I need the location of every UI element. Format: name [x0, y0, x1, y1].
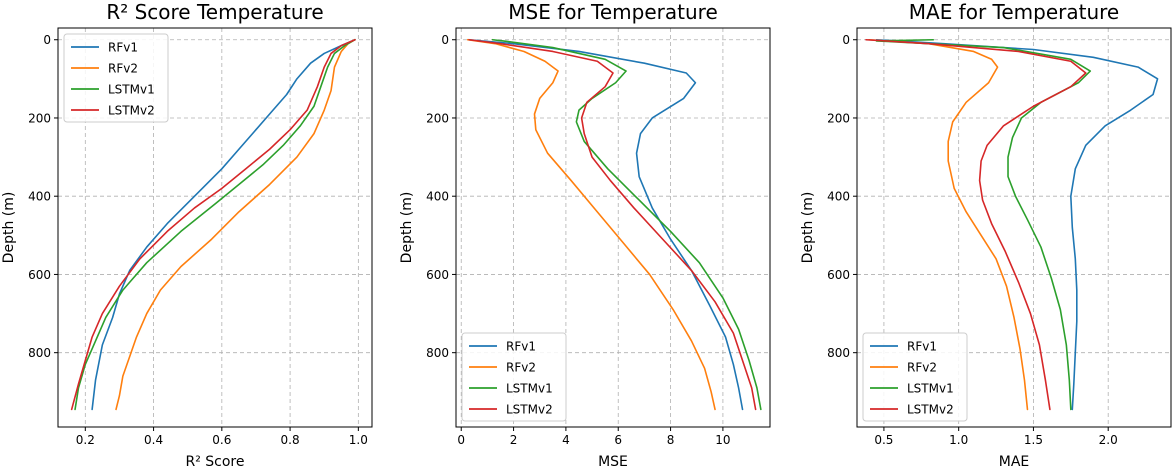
- y-tick-label: 400: [426, 190, 449, 204]
- legend: RFv1 RFv2 LSTMv1 LSTMv2: [63, 33, 169, 123]
- x-tick-label: 0.4: [144, 433, 163, 447]
- y-tick-label: 400: [28, 190, 51, 204]
- chart-panel-2: 0 2 4 6 8 10 0 200 400 600 800 MSE for Temperature M…: [399, 0, 771, 467]
- legend-label-rfv2: RFv2: [506, 361, 536, 375]
- x-tick-label: 6: [614, 433, 622, 447]
- series-line-rfv2: [115, 38, 356, 411]
- y-tick-label: 0: [43, 33, 51, 47]
- series-line-lstmv2: [468, 38, 757, 411]
- x-axis-label: MAE: [999, 454, 1030, 467]
- legend-label-rfv1: RFv1: [108, 41, 138, 55]
- legend-box: [862, 332, 968, 422]
- y-tick-label: 800: [28, 346, 51, 360]
- legend-box: [63, 33, 169, 123]
- legend-label-lstmv1: LSTMv1: [506, 382, 553, 396]
- legend-label-rfv1: RFv1: [506, 340, 536, 354]
- series-line-lstmv1: [74, 38, 356, 411]
- y-tick-label: 200: [28, 111, 51, 125]
- y-tick-label: 600: [426, 268, 449, 282]
- legend-label-rfv2: RFv2: [907, 361, 937, 375]
- x-axis-label: MSE: [598, 454, 628, 467]
- y-tick-label: 600: [827, 268, 850, 282]
- series-line-lstmv1: [491, 38, 762, 411]
- chart-panel-1: 0.2 0.4 0.6 0.8 1.0 0 200 400 600 800 R² Score Tem…: [1, 0, 373, 467]
- legend-label-lstmv2: LSTMv2: [907, 403, 954, 417]
- x-tick-label: 2.0: [1099, 433, 1118, 447]
- y-tick-label: 200: [827, 111, 850, 125]
- x-tick-label: 0.2: [76, 433, 95, 447]
- x-tick-label: 10: [715, 433, 730, 447]
- x-tick-label: 1.0: [349, 433, 368, 447]
- y-tick-label: 800: [827, 346, 850, 360]
- series-line-lstmv2: [865, 38, 1087, 411]
- legend-label-rfv1: RFv1: [907, 340, 937, 354]
- x-tick-label: 4: [562, 433, 570, 447]
- x-tick-label: 0.8: [281, 433, 300, 447]
- legend-label-rfv2: RFv2: [108, 62, 138, 76]
- y-tick-label: 200: [426, 111, 449, 125]
- chart-title: MAE for Temperature: [909, 0, 1119, 24]
- series-line-rfv2: [868, 38, 1029, 411]
- y-axis-label: Depth (m): [800, 192, 816, 264]
- x-tick-label: 1.5: [1024, 433, 1043, 447]
- plot-frame: [856, 27, 1172, 428]
- plot-frame: [57, 27, 373, 428]
- y-tick-label: 0: [842, 33, 850, 47]
- series-line-lstmv2: [70, 38, 356, 411]
- chart-title: MSE for Temperature: [508, 0, 718, 24]
- series-line-rfv2: [466, 38, 716, 411]
- chart-panel-3: 0.5 1.0 1.5 2.0 0 200 400 600 800 MAE for Tempera…: [800, 0, 1172, 467]
- chart-title: R² Score Temperature: [106, 0, 323, 24]
- series-line-lstmv1: [875, 38, 1092, 411]
- legend-label-lstmv1: LSTMv1: [108, 83, 155, 97]
- series-line-rfv1: [468, 38, 744, 411]
- y-tick-label: 800: [426, 346, 449, 360]
- x-tick-label: 0: [457, 433, 465, 447]
- x-tick-label: 0.5: [874, 433, 893, 447]
- x-tick-label: 8: [667, 433, 675, 447]
- x-tick-label: 0.6: [212, 433, 231, 447]
- x-tick-label: 1.0: [949, 433, 968, 447]
- y-tick-label: 0: [441, 33, 449, 47]
- y-axis-label: Depth (m): [1, 192, 17, 264]
- legend: RFv1 RFv2 LSTMv1 LSTMv2: [862, 332, 968, 422]
- series-line-rfv1: [91, 38, 356, 411]
- series-line-rfv1: [875, 38, 1159, 411]
- legend-label-lstmv2: LSTMv2: [108, 104, 155, 118]
- y-tick-label: 600: [28, 268, 51, 282]
- y-tick-label: 400: [827, 190, 850, 204]
- legend-label-lstmv1: LSTMv1: [907, 382, 954, 396]
- x-axis-label: R² Score: [185, 454, 244, 467]
- y-axis-label: Depth (m): [399, 192, 415, 264]
- plot-frame: [455, 27, 771, 428]
- legend: RFv1 RFv2 LSTMv1 LSTMv2: [461, 332, 567, 422]
- legend-label-lstmv2: LSTMv2: [506, 403, 553, 417]
- legend-box: [461, 332, 567, 422]
- x-tick-label: 2: [510, 433, 518, 447]
